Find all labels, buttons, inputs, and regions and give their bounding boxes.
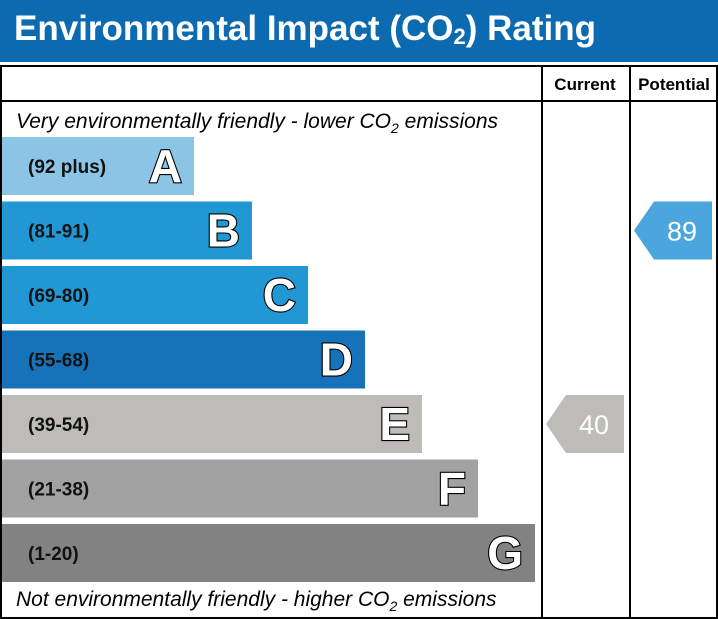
title-bar: Environmental Impact (CO2) Rating (0, 0, 718, 62)
band-bar-f (2, 459, 478, 518)
rating-arrows: 40 89 (546, 201, 712, 453)
bottom-note: Not environmentally friendly - higher CO… (16, 588, 497, 614)
bottom-note-post: emissions (397, 588, 497, 611)
band-letter-b: B (207, 205, 240, 257)
top-note-pre: Very environmentally friendly - lower CO (16, 110, 391, 133)
band-bar-g (2, 524, 535, 582)
potential-rating-value: 89 (667, 217, 697, 247)
band-letter-g: G (487, 527, 523, 579)
top-note-post: emissions (399, 110, 499, 133)
band-range-b: (81-91) (28, 222, 89, 243)
band-range-f: (21-38) (28, 480, 89, 501)
top-note: Very environmentally friendly - lower CO… (16, 110, 499, 136)
band-bar-b (2, 201, 252, 260)
band-bar-a (2, 137, 194, 195)
potential-rating-arrow (634, 201, 712, 260)
chart-frame (0, 65, 718, 619)
band-bar-d (2, 330, 365, 389)
band-letter-d: D (320, 334, 353, 386)
current-rating-arrow (546, 395, 624, 453)
band-bar-c (2, 266, 308, 324)
rating-bands: (92 plus) A (81-91) B (69-80) C (55-68) D (39-54… (2, 137, 535, 582)
chart-title-post: ) Rating (465, 9, 597, 48)
band-range-d: (55-68) (28, 351, 89, 372)
top-note-subscript: 2 (390, 120, 399, 136)
band-bar-e (2, 395, 422, 453)
band-range-a: (92 plus) (28, 157, 106, 178)
band-range-g: (1-20) (28, 544, 79, 565)
band-range-e: (39-54) (28, 415, 89, 436)
band-letter-e: E (379, 398, 410, 450)
potential-column-header: Potential (638, 75, 710, 94)
band-letter-c: C (263, 269, 296, 321)
chart-title-subscript: 2 (453, 24, 466, 49)
chart-title: Environmental Impact (CO2) Rating (14, 7, 596, 51)
band-range-c: (69-80) (28, 286, 89, 307)
bottom-note-subscript: 2 (389, 598, 398, 614)
bottom-note-pre: Not environmentally friendly - higher CO (16, 588, 390, 611)
current-column-header: Current (554, 75, 616, 94)
band-letter-f: F (438, 463, 466, 515)
current-rating-value: 40 (579, 410, 609, 440)
chart-title-pre: Environmental Impact (CO (14, 9, 454, 48)
frame-border (0, 65, 718, 619)
band-letter-a: A (149, 140, 182, 192)
